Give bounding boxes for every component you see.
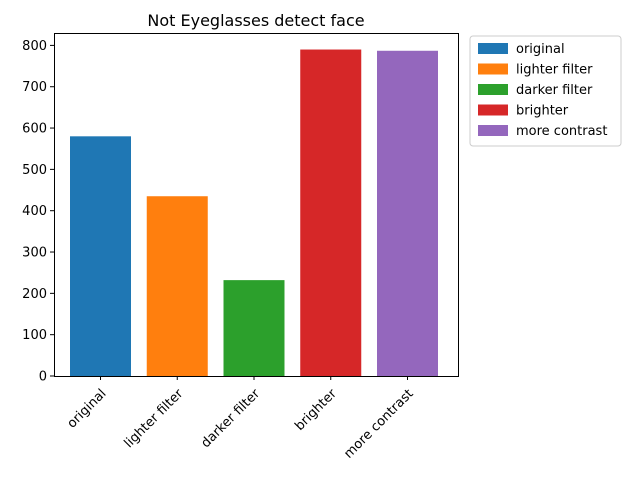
- x-tick-label: original: [65, 386, 110, 431]
- y-axis: 0 100 200 300 400 500 600 700 800: [22, 39, 54, 385]
- y-tick-label: 800: [22, 39, 47, 54]
- chart-title: Not Eyeglasses detect face: [147, 11, 364, 30]
- y-tick-label: 0: [39, 370, 47, 385]
- bars-group: [70, 49, 438, 377]
- bar-original: [70, 136, 131, 376]
- y-tick-label: 500: [22, 163, 47, 178]
- legend-swatch: [478, 63, 508, 75]
- y-tick-label: 300: [22, 246, 47, 261]
- legend-swatch: [478, 43, 508, 54]
- x-tick-label: more contrast: [341, 386, 416, 461]
- legend-swatch: [478, 104, 508, 116]
- x-tick-label: lighter filter: [122, 386, 187, 451]
- bar-more-contrast: [377, 50, 438, 377]
- y-tick-label: 400: [22, 204, 47, 219]
- bar-lighter-filter: [146, 196, 208, 376]
- bar-darker-filter: [223, 280, 285, 376]
- legend-label: lighter filter: [516, 63, 593, 78]
- plot-frame: [54, 33, 459, 377]
- y-tick-label: 600: [22, 122, 47, 137]
- legend-label: darker filter: [516, 83, 593, 98]
- x-tick-label: brighter: [292, 386, 340, 434]
- legend-label: more contrast: [516, 124, 607, 139]
- legend-label: brighter: [516, 104, 569, 119]
- y-tick-label: 200: [22, 287, 47, 302]
- x-tick-label: darker filter: [198, 386, 263, 451]
- y-tick-label: 100: [22, 328, 47, 343]
- legend-swatch: [478, 84, 508, 95]
- x-axis: original lighter filter darker filter brigh…: [65, 376, 417, 462]
- legend: original lighter filter darker filter brigh…: [469, 35, 622, 147]
- y-tick-label: 700: [22, 80, 47, 95]
- legend-swatch: [478, 125, 508, 136]
- bar-brighter: [300, 49, 362, 376]
- legend-label: original: [516, 42, 565, 57]
